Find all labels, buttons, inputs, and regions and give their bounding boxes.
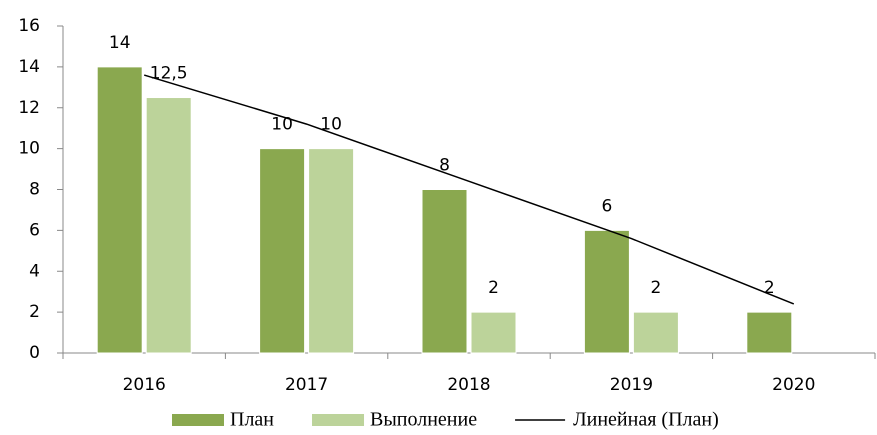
bar xyxy=(746,311,793,354)
x-tick-label: 2017 xyxy=(285,375,328,395)
y-tick-label: 6 xyxy=(29,220,40,240)
x-tick-label: 2019 xyxy=(610,375,653,395)
value-label: 10 xyxy=(271,115,293,135)
value-label: 2 xyxy=(764,278,775,298)
bar xyxy=(470,311,517,354)
y-tick-label: 16 xyxy=(18,16,40,36)
value-label: 10 xyxy=(320,115,342,135)
value-label: 14 xyxy=(109,33,131,53)
x-tick-label: 2016 xyxy=(123,375,166,395)
bar xyxy=(96,66,143,354)
y-tick-label: 4 xyxy=(29,261,40,281)
value-label: 2 xyxy=(488,278,499,298)
value-label: 2 xyxy=(650,278,661,298)
value-label: 8 xyxy=(439,156,450,176)
value-label: 12,5 xyxy=(150,64,188,84)
y-tick-label: 2 xyxy=(29,302,40,322)
bar xyxy=(308,148,355,354)
bar xyxy=(583,229,630,354)
legend-label: Выполнение xyxy=(370,409,477,431)
legend-swatch xyxy=(172,414,224,426)
legend-swatch xyxy=(312,414,365,426)
bar xyxy=(632,311,679,354)
legend-label: План xyxy=(230,409,274,431)
y-tick-label: 8 xyxy=(29,180,40,200)
x-tick-label: 2018 xyxy=(447,375,490,395)
y-tick-label: 0 xyxy=(29,343,40,363)
legend-label: Линейная (План) xyxy=(573,409,719,431)
bar xyxy=(259,148,306,354)
trend-line xyxy=(143,74,795,305)
value-label: 6 xyxy=(601,196,612,216)
y-tick-label: 10 xyxy=(18,139,40,159)
y-tick-label: 12 xyxy=(18,98,40,118)
x-tick-label: 2020 xyxy=(772,375,815,395)
y-tick-label: 14 xyxy=(18,57,40,77)
bar xyxy=(421,189,468,354)
bar xyxy=(145,97,192,354)
